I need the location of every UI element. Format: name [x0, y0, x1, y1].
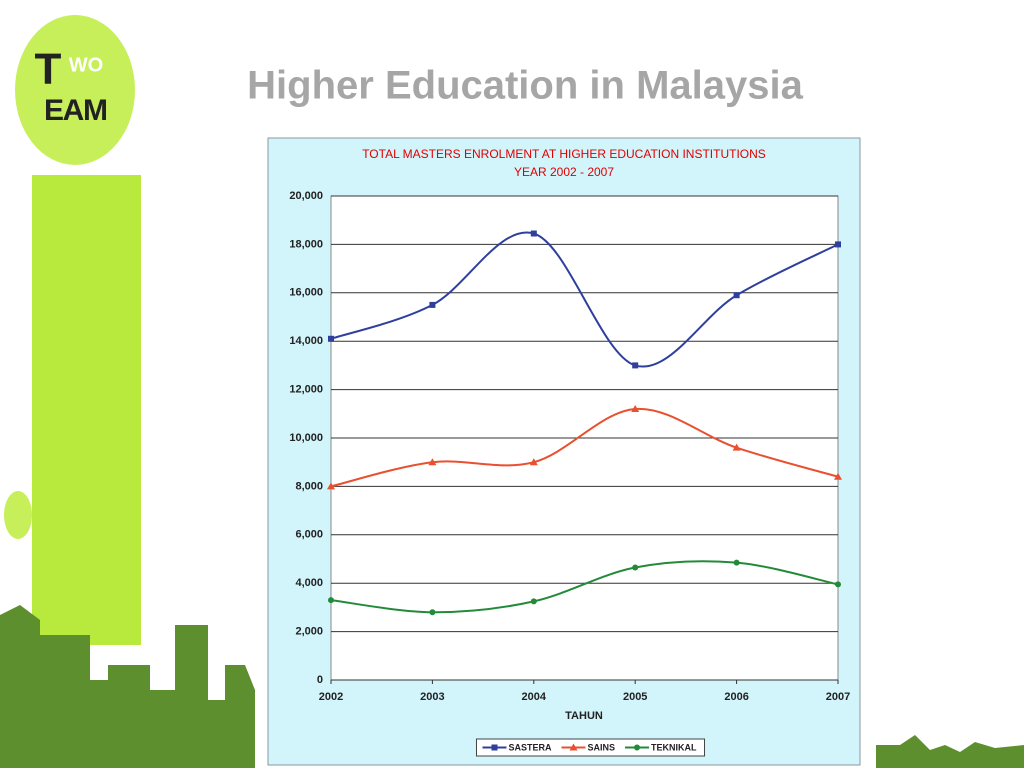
legend: SASTERA SAINS TEKNIKAL	[475, 738, 706, 757]
marker	[732, 443, 741, 451]
legend-label: TEKNIKAL	[651, 742, 697, 752]
x-axis-label: TAHUN	[565, 710, 603, 722]
marker	[428, 458, 437, 466]
logo-big: T	[35, 45, 62, 94]
x-tick-label: 2007	[826, 691, 850, 703]
x-tick-label: 2004	[522, 691, 547, 703]
logo-bottom: EAM	[44, 94, 108, 127]
marker	[328, 597, 334, 604]
marker	[631, 404, 640, 412]
y-tick-label: 14,000	[289, 335, 323, 347]
marker	[529, 458, 538, 466]
marker	[834, 472, 842, 480]
decoration	[0, 15, 1024, 768]
legend-box	[475, 738, 706, 757]
y-tick-label: 4,000	[295, 577, 323, 589]
y-tick-label: 20,000	[289, 190, 323, 202]
y-tick-label: 10,000	[289, 432, 323, 444]
y-tick-label: 18,000	[289, 238, 323, 250]
marker	[835, 581, 841, 588]
logo-small: WO	[69, 54, 103, 76]
y-tick-label: 8,000	[295, 480, 323, 492]
series-line	[330, 407, 839, 488]
y-tick-label: 16,000	[289, 287, 323, 299]
x-tick-label: 2003	[420, 691, 444, 703]
chart-title: TOTAL MASTERS ENROLMENT AT HIGHER EDUCAT…	[362, 147, 766, 161]
x-tick-label: 2006	[724, 691, 748, 703]
y-tick-label: 2,000	[295, 626, 323, 638]
marker	[327, 482, 335, 490]
marker	[530, 230, 537, 237]
chart-subtitle: YEAR 2002 - 2007	[514, 165, 614, 179]
marker	[328, 335, 334, 342]
marker	[491, 744, 498, 751]
marker	[733, 292, 740, 299]
marker	[569, 743, 578, 751]
y-tick-label: 0	[317, 674, 323, 686]
marker	[632, 362, 639, 369]
marker	[835, 241, 841, 248]
x-tick-label: 2002	[319, 691, 343, 703]
slide-title: Higher Education in Malaysia	[247, 64, 803, 108]
series-line	[330, 560, 839, 614]
marker	[429, 301, 436, 308]
x-tick-label: 2005	[623, 691, 647, 703]
y-tick-label: 12,000	[289, 384, 323, 396]
marker	[634, 744, 641, 751]
marker	[632, 564, 639, 571]
legend-label: SASTERA	[508, 742, 552, 752]
marker	[429, 609, 436, 616]
marker	[530, 598, 537, 605]
legend-label: SAINS	[588, 742, 616, 752]
marker	[733, 559, 740, 566]
y-tick-label: 6,000	[295, 529, 323, 541]
